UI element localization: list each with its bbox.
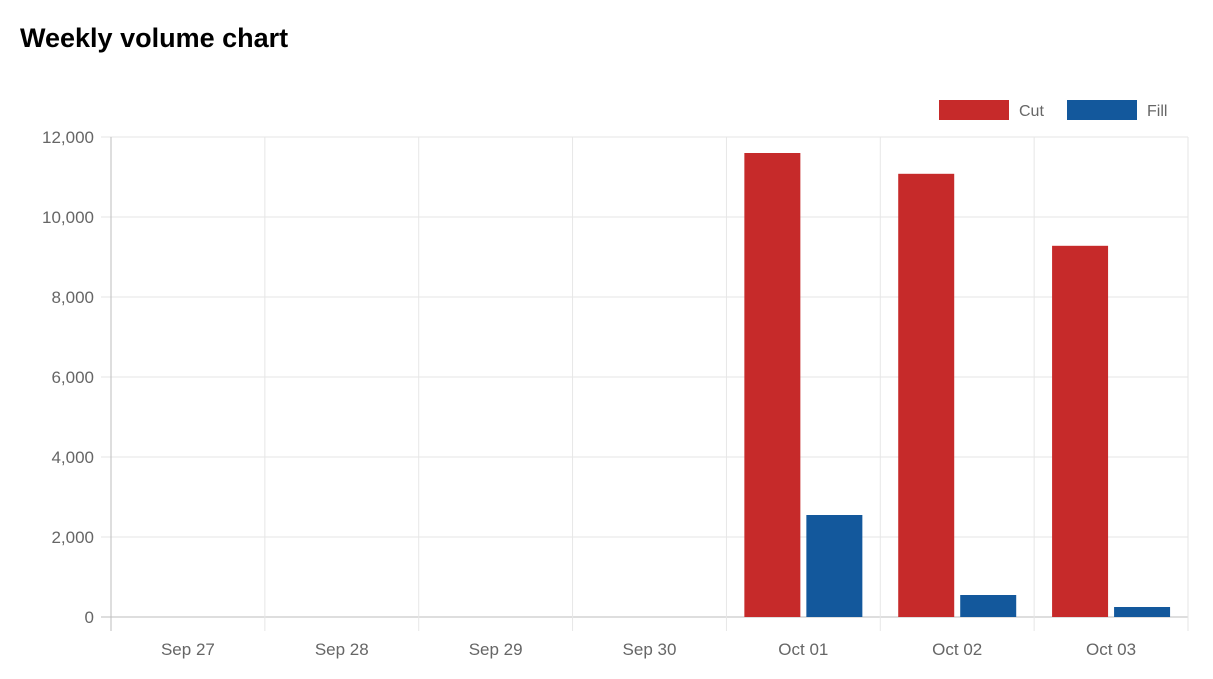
x-tick-label: Oct 01 [778, 640, 828, 659]
bar-cut-oct-01[interactable] [744, 153, 801, 617]
x-tick-label: Sep 28 [315, 640, 369, 659]
axes: 0 2,000 4,000 6,000 8,000 10,000 12,000 Sep 27 S… [42, 128, 1136, 659]
bars [744, 153, 1171, 618]
legend-label-fill[interactable]: Fill [1147, 103, 1167, 120]
y-tick-label: 6,000 [51, 368, 94, 387]
grid-lines [101, 136, 1189, 631]
y-tick-label: 0 [85, 608, 94, 627]
legend-swatch-fill[interactable] [1067, 100, 1137, 120]
bar-cut-oct-03[interactable] [1052, 245, 1109, 618]
y-tick-label: 8,000 [51, 288, 94, 307]
bar-cut-oct-02[interactable] [898, 173, 955, 618]
y-tick-label: 10,000 [42, 208, 94, 227]
bar-fill-oct-02[interactable] [960, 595, 1017, 617]
bar-fill-oct-01[interactable] [806, 515, 863, 617]
x-tick-label: Sep 27 [161, 640, 215, 659]
y-tick-label: 2,000 [51, 528, 94, 547]
legend[interactable]: Cut Fill [939, 100, 1167, 120]
legend-label-cut[interactable]: Cut [1019, 103, 1044, 120]
y-tick-label: 12,000 [42, 128, 94, 147]
chart-title: Weekly volume chart [20, 23, 289, 53]
bar-fill-oct-03[interactable] [1114, 607, 1171, 617]
x-tick-label: Oct 02 [932, 640, 982, 659]
x-tick-label: Sep 29 [469, 640, 523, 659]
legend-swatch-cut[interactable] [939, 100, 1009, 120]
x-tick-label: Oct 03 [1086, 640, 1136, 659]
x-tick-label: Sep 30 [623, 640, 677, 659]
y-tick-label: 4,000 [51, 448, 94, 467]
